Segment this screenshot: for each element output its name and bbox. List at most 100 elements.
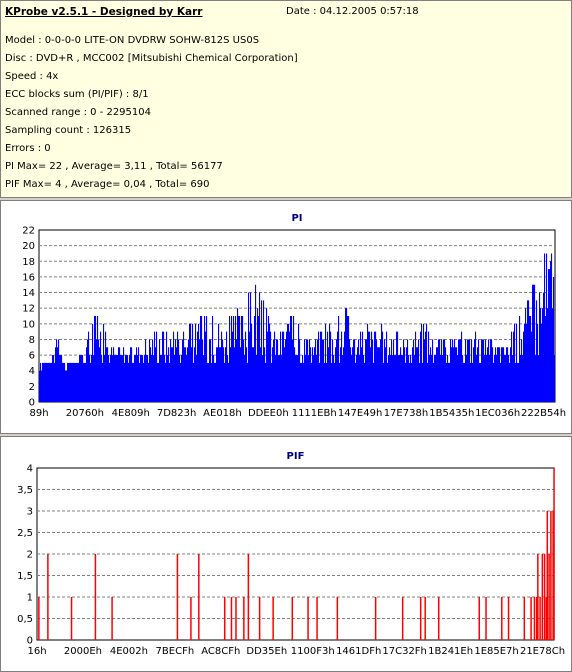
pif-bar bbox=[307, 597, 309, 640]
pi-bar bbox=[291, 316, 293, 402]
pi-bar bbox=[143, 362, 145, 402]
pif-bar bbox=[546, 511, 549, 640]
pif-stats-line: PIF Max= 4 , Average= 0,04 , Total= 690 bbox=[5, 179, 210, 190]
pi-bar bbox=[53, 355, 55, 402]
pi-bar bbox=[292, 339, 294, 402]
pi-bar bbox=[166, 331, 168, 402]
pi-bar bbox=[254, 316, 256, 402]
pi-bar bbox=[188, 339, 190, 402]
pi-bar bbox=[82, 355, 84, 402]
pi-bar bbox=[424, 339, 426, 402]
y-tick-label: 2 bbox=[27, 550, 33, 561]
pif-bar bbox=[419, 597, 422, 640]
pi-bar bbox=[545, 316, 547, 402]
pi-bar bbox=[285, 339, 287, 402]
x-tick-label: 7BECFh bbox=[156, 646, 195, 657]
pi-bar bbox=[418, 339, 420, 402]
pi-bar bbox=[408, 355, 410, 402]
pi-bar bbox=[519, 316, 521, 402]
pi-bar bbox=[439, 339, 441, 402]
pif-bar bbox=[47, 554, 49, 640]
pi-bar bbox=[93, 355, 95, 402]
pi-bar bbox=[196, 355, 198, 402]
pif-bar bbox=[523, 597, 526, 640]
pi-bar bbox=[99, 347, 101, 402]
pi-bar bbox=[339, 362, 341, 402]
pi-bar bbox=[453, 347, 455, 402]
pi-bar bbox=[489, 355, 491, 402]
pi-bar bbox=[136, 347, 138, 402]
y-tick-label: 1 bbox=[27, 593, 33, 604]
pi-bar bbox=[347, 316, 349, 402]
pi-bar bbox=[223, 347, 225, 402]
pi-bar bbox=[204, 316, 206, 402]
pi-bar bbox=[152, 339, 154, 402]
pi-bar bbox=[533, 284, 535, 402]
pi-bar bbox=[316, 355, 318, 402]
pi-bar bbox=[262, 355, 264, 402]
pi-bar bbox=[177, 331, 179, 402]
pi-bar bbox=[290, 316, 292, 402]
pi-bar bbox=[544, 253, 546, 402]
pi-bar bbox=[137, 355, 139, 402]
pi-bar bbox=[532, 284, 534, 402]
pi-bar bbox=[159, 339, 161, 402]
pi-bar bbox=[46, 362, 48, 402]
pi-bar bbox=[39, 370, 41, 402]
pi-bar bbox=[486, 355, 488, 402]
pif-bar bbox=[485, 597, 487, 640]
pi-bar bbox=[83, 362, 85, 402]
pi-bar bbox=[351, 355, 353, 402]
pi-bar bbox=[298, 323, 300, 402]
pi-bar bbox=[219, 347, 221, 402]
x-tick-label: 16h bbox=[27, 646, 46, 657]
pi-bar bbox=[246, 347, 248, 402]
pi-bar bbox=[547, 308, 549, 402]
pi-bar bbox=[323, 339, 325, 402]
pi-bar bbox=[57, 347, 59, 402]
pi-bar bbox=[49, 362, 51, 402]
pi-bar bbox=[319, 362, 321, 402]
pi-bar bbox=[452, 339, 454, 402]
pi-bar bbox=[352, 347, 354, 402]
x-tick-label: AE018h bbox=[203, 408, 242, 419]
x-tick-label: 4E809h bbox=[112, 408, 150, 419]
pi-bar bbox=[503, 347, 505, 402]
pi-bar bbox=[460, 339, 462, 402]
pi-bar bbox=[250, 292, 252, 402]
pif-bar bbox=[316, 597, 318, 640]
pi-bar bbox=[458, 339, 460, 402]
pi-bar bbox=[305, 355, 307, 402]
pi-bar bbox=[378, 347, 380, 402]
pi-bar bbox=[294, 347, 296, 402]
pi-bar bbox=[485, 339, 487, 402]
scan-date: Date : 04.12.2005 0:57:18 bbox=[286, 6, 419, 17]
pi-bar bbox=[396, 331, 398, 402]
pif-bar bbox=[424, 597, 426, 640]
pi-bar bbox=[467, 339, 469, 402]
pi-bar bbox=[465, 339, 467, 402]
pi-bar bbox=[398, 355, 400, 402]
pi-bar bbox=[381, 323, 383, 402]
x-tick-label: 147E49h bbox=[338, 408, 382, 419]
pi-bar bbox=[174, 355, 176, 402]
pi-bar bbox=[313, 355, 315, 402]
pi-bar bbox=[88, 331, 90, 402]
pi-bar bbox=[499, 347, 501, 402]
pi-bar bbox=[97, 316, 99, 402]
y-tick-label: 12 bbox=[22, 304, 35, 315]
pi-bar bbox=[491, 339, 493, 402]
pi-bar bbox=[62, 362, 64, 402]
x-tick-label: 2000Eh bbox=[64, 646, 102, 657]
pi-bar bbox=[354, 339, 356, 402]
pi-bar bbox=[71, 362, 73, 402]
pi-bar bbox=[530, 316, 532, 402]
pi-bar bbox=[193, 362, 195, 402]
pi-bar bbox=[148, 362, 150, 402]
pi-bar bbox=[94, 316, 96, 402]
pi-bar bbox=[446, 362, 448, 402]
pi-bar bbox=[270, 331, 272, 402]
pi-bar bbox=[295, 355, 297, 402]
pi-bar bbox=[429, 355, 431, 402]
pi-bar bbox=[516, 323, 518, 402]
